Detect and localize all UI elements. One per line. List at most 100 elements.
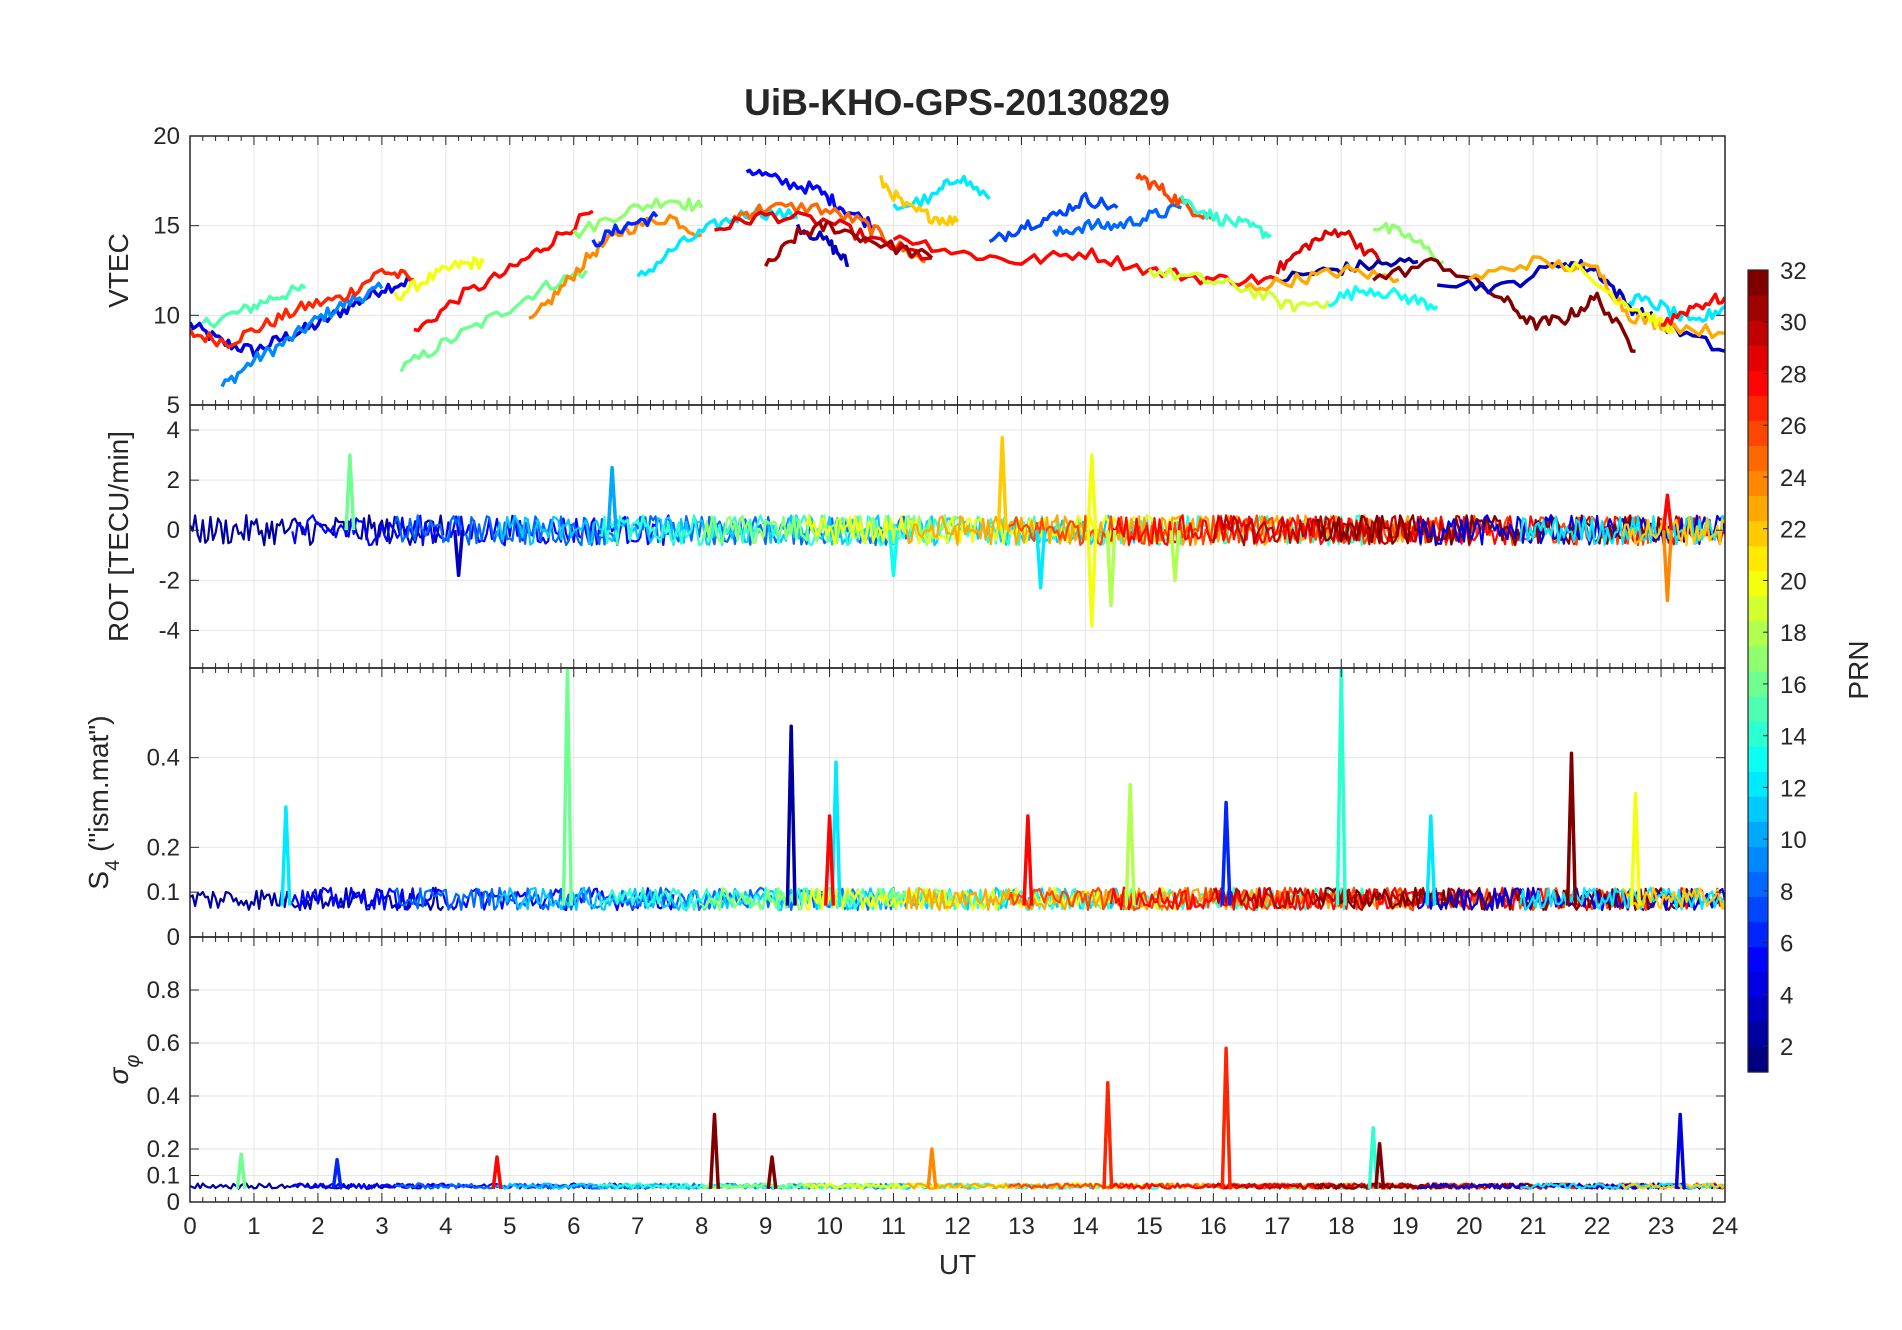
colorbar-segment	[1748, 671, 1768, 697]
spike-prn-18	[1124, 782, 1136, 906]
panel-2: -4 -2 0 2 4 ROT [TECU/min]	[103, 404, 1726, 669]
grid	[189, 937, 1726, 1203]
series-line-prn-22	[1621, 1182, 1725, 1190]
series-line-prn-17	[572, 197, 704, 240]
y-tick-label: 0	[167, 1189, 180, 1216]
x-tick-label: 5	[503, 1213, 516, 1240]
colorbar-tick-label: 28	[1780, 361, 1807, 388]
y-axis-label: ROT [TECU/min]	[103, 431, 134, 642]
colorbar-segment	[1748, 545, 1768, 572]
y-tick-label: 0.1	[147, 1163, 180, 1190]
series-line-prn-32	[1372, 256, 1636, 353]
colorbar-segment	[1748, 721, 1768, 747]
spike-prn-6	[1220, 800, 1232, 906]
x-tick-label: 19	[1392, 1213, 1419, 1240]
colorbar-tick-label: 10	[1780, 827, 1807, 854]
spike-prn-13	[887, 530, 900, 578]
x-tick-label: 21	[1520, 1213, 1547, 1240]
y-axis-label: S4 ("ism.mat")	[83, 715, 124, 889]
colorbar-segment	[1748, 270, 1768, 296]
series-line-prn-12	[1519, 514, 1725, 546]
colorbar-segment	[1748, 971, 1768, 998]
series-group	[190, 435, 1725, 628]
series-line-prn-29	[1275, 228, 1382, 275]
series-line-prn-22	[1621, 515, 1725, 547]
colorbar-segment	[1748, 696, 1768, 722]
x-tick-label: 2	[311, 1213, 324, 1240]
spike-prn-12	[830, 760, 842, 906]
spike-prn-32	[766, 1155, 778, 1190]
x-tick-label: 15	[1136, 1213, 1163, 1240]
colorbar-segment	[1748, 921, 1768, 948]
series-line-prn-31	[764, 220, 934, 267]
colorbar-tick-label: 32	[1780, 258, 1807, 285]
series-line-prn-5	[745, 168, 876, 232]
x-tick-label: 11	[881, 1213, 906, 1240]
x-tick-label: 8	[695, 1213, 708, 1240]
colorbar-segment	[1748, 370, 1768, 396]
series-line-prn-28	[892, 234, 1279, 287]
y-tick-label: 4	[167, 417, 180, 444]
colorbar-segment	[1748, 595, 1768, 622]
spike-prn-2	[785, 724, 797, 906]
x-tick-label: 4	[439, 1213, 452, 1240]
y-tick-label: 0.4	[147, 1083, 180, 1110]
x-tick-label: 6	[567, 1213, 580, 1240]
y-tick-label: 15	[153, 213, 180, 240]
series-line-prn-26	[1135, 173, 1215, 220]
colorbar-segment	[1748, 821, 1768, 848]
series-line-prn-24	[528, 213, 703, 320]
spike-prn-28	[823, 814, 836, 906]
colorbar-segment	[1748, 896, 1768, 923]
y-tick-label: 0.4	[147, 745, 180, 772]
y-tick-label: 0.2	[147, 1136, 180, 1163]
series-line-prn-13	[1328, 285, 1439, 311]
x-tick-label: 13	[1008, 1213, 1035, 1240]
series-line-prn-7	[988, 191, 1119, 243]
y-tick-label: 0	[167, 924, 180, 951]
colorbar-tick-label: 30	[1780, 310, 1807, 337]
chart-title: UiB-KHO-GPS-20130829	[744, 82, 1170, 123]
x-tick-label: 20	[1456, 1213, 1483, 1240]
colorbar-frame	[1747, 269, 1769, 1073]
colorbar-tick-label: 14	[1780, 724, 1807, 751]
colorbar-label: PRN	[1843, 640, 1874, 699]
y-tick-label: 20	[153, 123, 180, 150]
x-tick-label: 18	[1328, 1213, 1355, 1240]
colorbar-segment	[1748, 846, 1768, 873]
colorbar-segment	[1748, 570, 1768, 597]
spike-prn-10	[606, 465, 618, 531]
colorbar-segment	[1748, 320, 1768, 346]
colorbar-tick-label: 26	[1780, 413, 1807, 440]
x-ticks	[189, 937, 1726, 1202]
x-tick-label: 3	[375, 1213, 388, 1240]
spike-prn-16	[235, 1152, 247, 1189]
y-tick-label: -2	[159, 567, 180, 594]
spike-prn-24	[1661, 530, 1674, 603]
spike-prn-28	[1661, 493, 1674, 531]
colorbar-segment	[1748, 771, 1768, 797]
colorbar-tick-label: 24	[1780, 465, 1807, 492]
spike-prn-32	[1374, 1141, 1386, 1189]
series-line-prn-28	[413, 209, 594, 333]
series-line-prn-28	[1660, 292, 1725, 327]
colorbar-segment	[1748, 746, 1768, 772]
x-tick-label: 0	[183, 1213, 196, 1240]
spike-prn-18	[1105, 530, 1117, 608]
spike-prn-27	[1220, 1046, 1232, 1189]
spike-prn-22	[996, 435, 1008, 531]
series-line-prn-16	[399, 269, 588, 373]
x-tick-label: 10	[816, 1213, 843, 1240]
series-line-prn-20	[1563, 261, 1676, 335]
x-ticks	[189, 405, 1726, 668]
series-group	[190, 168, 1725, 388]
x-tick-label: 24	[1712, 1213, 1739, 1240]
panel-1: 5 10 15 20 VTEC	[103, 123, 1726, 419]
spike-prn-6	[331, 1157, 343, 1190]
colorbar-segment	[1748, 345, 1768, 371]
y-axis-label: VTEC	[103, 233, 134, 308]
spike-prn-12	[1035, 530, 1047, 590]
colorbar-segment	[1748, 946, 1768, 973]
